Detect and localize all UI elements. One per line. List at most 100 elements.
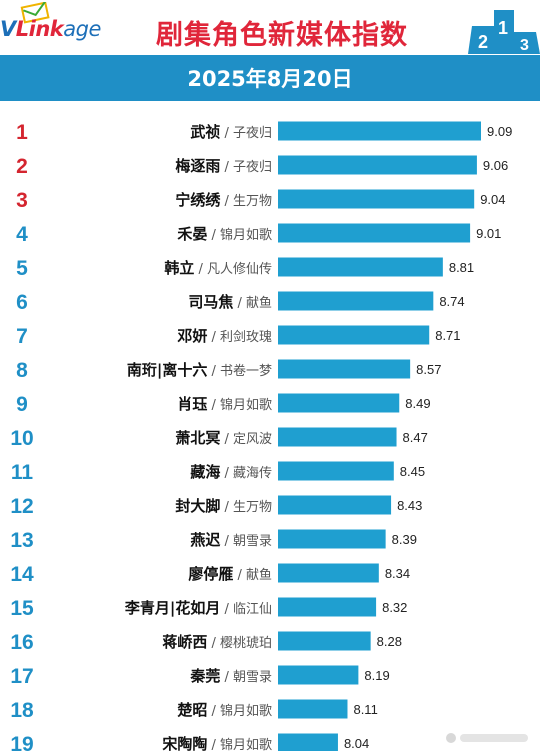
role-name: 楚昭 — [177, 701, 207, 719]
value-label: 8.45 — [400, 464, 425, 479]
drama-name: / 定风波 — [220, 432, 272, 447]
rank-number: 19 — [10, 733, 33, 751]
bar — [278, 733, 338, 751]
row-label: 南珩|离十六 / 书卷一梦 — [127, 361, 272, 380]
row-label: 藏海 / 藏海传 — [190, 463, 272, 481]
role-name: 萧北冥 — [175, 429, 220, 447]
value-label: 8.71 — [435, 328, 460, 343]
rank-number: 17 — [10, 665, 33, 688]
value-label: 8.28 — [377, 634, 402, 649]
rank-number: 5 — [16, 257, 28, 280]
bar — [278, 155, 477, 175]
rank-number: 12 — [10, 495, 33, 518]
value-label: 8.32 — [382, 600, 407, 615]
rank-number: 11 — [11, 461, 34, 484]
rank-number: 6 — [16, 291, 28, 314]
drama-name: / 生万物 — [220, 500, 272, 515]
rank-number: 14 — [10, 563, 34, 586]
role-name: 封大脚 — [175, 497, 220, 515]
drama-name: / 朝雪录 — [220, 670, 272, 685]
rank-number: 9 — [16, 393, 28, 416]
bar — [278, 597, 377, 617]
role-name: 禾晏 — [177, 225, 207, 243]
row-label: 邓妍 / 利剑玫瑰 — [177, 327, 272, 345]
rank-number: 18 — [10, 699, 34, 722]
role-name: 肖珏 — [177, 395, 207, 413]
role-name: 司马焦 — [188, 293, 233, 311]
drama-name: / 生万物 — [220, 194, 272, 209]
role-name: 宁绣绣 — [175, 191, 221, 209]
drama-name: / 利剑玫瑰 — [207, 329, 272, 345]
row-label: 蒋峤西 / 樱桃琥珀 — [162, 633, 272, 651]
value-label: 8.57 — [416, 362, 441, 377]
rank-number: 2 — [16, 155, 28, 178]
chart-date: 2025年8月20日 — [187, 67, 353, 91]
bar — [278, 189, 475, 209]
bar — [278, 291, 434, 311]
podium-icon: 2 1 3 — [468, 10, 540, 54]
drama-name: / 献鱼 — [233, 567, 272, 583]
svg-text:1: 1 — [498, 18, 508, 38]
bar — [278, 223, 471, 243]
row-label: 司马焦 / 献鱼 — [188, 293, 272, 311]
row-label: 宋陶陶 / 锦月如歌 — [161, 735, 272, 751]
drama-name: / 临江仙 — [220, 602, 272, 617]
drama-name: / 藏海传 — [220, 466, 272, 481]
ranking-bar-chart: 1 武祯 / 子夜归 9.09 2 梅逐雨 / 子夜归 9.06 3 宁绣绣 / 生万物 9.0… — [10, 121, 512, 751]
row-label: 武祯 / 子夜归 — [190, 123, 272, 141]
value-label: 8.11 — [353, 702, 377, 717]
rank-number: 10 — [10, 427, 33, 450]
value-label: 8.47 — [403, 430, 428, 445]
drama-name: / 樱桃琥珀 — [207, 635, 272, 651]
logo-envelope-icon — [20, 2, 50, 24]
bar — [278, 631, 371, 651]
drama-name: / 朝雪录 — [220, 534, 272, 549]
role-name: 韩立 — [164, 259, 194, 277]
rank-number: 1 — [16, 121, 28, 144]
value-label: 8.39 — [392, 532, 417, 547]
bar — [278, 699, 348, 719]
logo-age: age — [63, 17, 101, 41]
value-label: 9.06 — [483, 158, 508, 173]
role-name: 蒋峤西 — [162, 633, 207, 651]
value-label: 8.43 — [397, 498, 422, 513]
row-label: 廖停雁 / 献鱼 — [188, 565, 272, 583]
role-name: 武祯 — [190, 123, 220, 141]
drama-name: / 锦月如歌 — [207, 227, 272, 243]
bar — [278, 529, 386, 549]
logo-link: Link — [15, 17, 64, 41]
page-title: 剧集角色新媒体指数 — [156, 20, 408, 51]
drama-name: / 子夜归 — [220, 126, 272, 141]
value-label: 8.19 — [364, 668, 389, 683]
rank-number: 3 — [16, 189, 28, 212]
row-label: 宁绣绣 / 生万物 — [175, 191, 272, 209]
rank-number: 13 — [10, 529, 33, 552]
drama-name: / 锦月如歌 — [207, 397, 272, 413]
drama-name: / 锦月如歌 — [207, 737, 272, 751]
row-label: 萧北冥 / 定风波 — [175, 429, 272, 447]
row-label: 秦莞 / 朝雪录 — [189, 667, 272, 685]
bar — [278, 495, 392, 515]
drama-name: / 献鱼 — [233, 295, 272, 311]
watermark-icon — [446, 733, 528, 743]
row-label: 禾晏 / 锦月如歌 — [177, 225, 272, 243]
value-label: 9.04 — [480, 192, 505, 207]
role-name: 廖停雁 — [188, 565, 233, 583]
value-label: 8.34 — [385, 566, 410, 581]
role-name: 宋陶陶 — [161, 735, 207, 751]
role-name: 邓妍 — [177, 327, 207, 345]
drama-name: / 锦月如歌 — [207, 703, 272, 719]
value-label: 9.09 — [487, 124, 512, 139]
rank-number: 16 — [10, 631, 33, 654]
logo-v: V — [0, 17, 16, 41]
drama-name: / 书卷一梦 — [207, 363, 272, 379]
bar — [278, 665, 359, 685]
rank-number: 15 — [10, 597, 34, 620]
bar — [278, 461, 394, 481]
row-label: 楚昭 / 锦月如歌 — [177, 701, 272, 719]
bar — [278, 121, 481, 141]
bar — [278, 325, 430, 345]
role-name: 梅逐雨 — [175, 157, 220, 175]
row-label: 韩立 / 凡人修仙传 — [164, 259, 272, 277]
rank-number: 4 — [16, 223, 28, 246]
